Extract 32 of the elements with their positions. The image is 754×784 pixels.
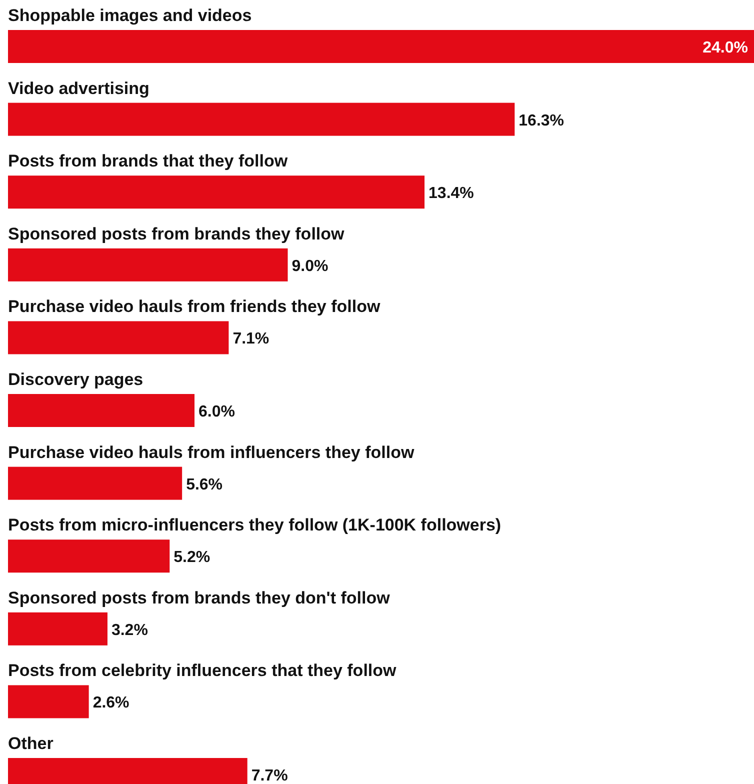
bar [8, 248, 288, 282]
data-label: 16.3% [518, 112, 564, 130]
y-tick-label: Posts from celebrity influencers that they follow [8, 661, 398, 680]
data-label: 24.0% [702, 40, 748, 56]
y-tick-label: Shoppable images and videos [8, 6, 252, 25]
bar [8, 176, 425, 209]
data-label: 2.6% [92, 694, 130, 712]
bar [8, 685, 89, 718]
y-tick-label: Sponsored posts from brands they don't follow [8, 588, 391, 608]
bar [8, 102, 515, 136]
y-tick-label: Posts from micro-influencers they follow (1K-100K followers) [8, 516, 502, 535]
data-label: 9.0% [292, 258, 328, 275]
bar [8, 540, 170, 573]
data-label: 6.0% [198, 404, 235, 420]
y-tick-label: Posts from brands that they follow [8, 152, 288, 171]
y-tick-label: Other [8, 734, 54, 753]
bar [8, 612, 108, 646]
data-label: 7.1% [232, 330, 270, 348]
data-label: 3.2% [111, 622, 148, 639]
y-tick-label: Purchase video hauls from friends they follow [8, 297, 381, 316]
y-tick-label: Sponsored posts from brands they follow [8, 224, 346, 244]
bar [8, 394, 194, 427]
bar [8, 466, 182, 500]
data-label: 5.6% [186, 476, 223, 494]
data-label: 5.2% [174, 549, 210, 566]
y-tick-label: Purchase video hauls from influencers they follow [8, 442, 415, 462]
data-label: 13.4% [428, 185, 474, 202]
y-tick-label: Discovery pages [8, 370, 144, 389]
bar [8, 321, 229, 354]
data-label: 7.7% [251, 768, 288, 784]
y-tick-label: Video advertising [8, 78, 150, 98]
bar [8, 30, 754, 63]
